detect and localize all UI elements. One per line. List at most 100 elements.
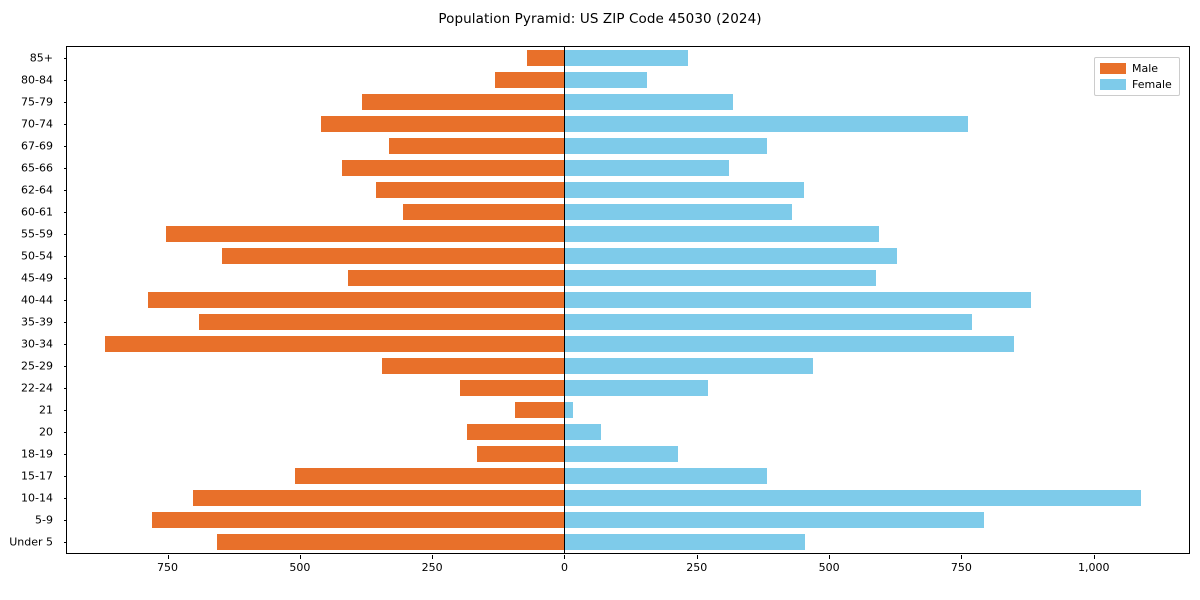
bar-male[interactable] — [199, 314, 565, 330]
bar-male[interactable] — [217, 534, 565, 550]
bar-female[interactable] — [564, 490, 1142, 506]
y-axis-tick-mark — [63, 234, 67, 235]
bar-male[interactable] — [514, 402, 565, 418]
legend-entry[interactable]: Female — [1100, 78, 1172, 91]
bar-male[interactable] — [476, 446, 565, 462]
y-axis-tick-label: 22-24 — [21, 381, 53, 395]
bar-row — [67, 380, 1189, 396]
legend-label: Female — [1132, 78, 1172, 91]
bar-male[interactable] — [221, 248, 565, 264]
bar-female[interactable] — [564, 534, 806, 550]
bar-row — [67, 248, 1189, 264]
bar-male[interactable] — [494, 72, 565, 88]
bar-female[interactable] — [564, 402, 574, 418]
bar-female[interactable] — [564, 270, 876, 286]
bar-female[interactable] — [564, 380, 709, 396]
bar-female[interactable] — [564, 116, 969, 132]
x-axis-tick-label: 250 — [421, 561, 443, 574]
bar-female[interactable] — [564, 182, 805, 198]
bar-female[interactable] — [564, 512, 984, 528]
y-axis-tick-mark — [63, 256, 67, 257]
bar-female[interactable] — [564, 50, 688, 66]
bar-male[interactable] — [147, 292, 565, 308]
bar-female[interactable] — [564, 424, 601, 440]
y-axis-tick-mark — [63, 344, 67, 345]
x-axis-tick-label: 750 — [157, 561, 179, 574]
bar-male[interactable] — [342, 160, 565, 176]
bar-row — [67, 314, 1189, 330]
bar-female[interactable] — [564, 138, 768, 154]
y-axis-tick-label: 30-34 — [21, 337, 53, 351]
bar-male[interactable] — [347, 270, 565, 286]
bar-female[interactable] — [564, 248, 897, 264]
y-axis-tick-label: 25-29 — [21, 359, 53, 373]
bar-male[interactable] — [376, 182, 565, 198]
bar-male[interactable] — [403, 204, 565, 220]
y-axis-tick-label: 45-49 — [21, 271, 53, 285]
legend-label: Male — [1132, 62, 1159, 75]
bar-row — [67, 226, 1189, 242]
y-axis-tick-mark — [63, 58, 67, 59]
bar-row — [67, 402, 1189, 418]
bar-male[interactable] — [466, 424, 565, 440]
y-axis-tick-mark — [63, 476, 67, 477]
bar-row — [67, 336, 1189, 352]
bar-female[interactable] — [564, 446, 679, 462]
y-axis-tick-mark — [63, 520, 67, 521]
bar-male[interactable] — [105, 336, 565, 352]
x-axis-tick-mark — [1093, 555, 1095, 559]
y-axis-tick-label: 5-9 — [35, 513, 53, 527]
legend-swatch-male — [1100, 63, 1126, 74]
bar-female[interactable] — [564, 292, 1032, 308]
x-axis-tick-mark — [299, 555, 301, 559]
bar-male[interactable] — [321, 116, 565, 132]
y-axis-tick-label: 62-64 — [21, 183, 53, 197]
bar-male[interactable] — [362, 94, 565, 110]
bar-row — [67, 160, 1189, 176]
bar-female[interactable] — [564, 468, 767, 484]
y-axis-tick-mark — [63, 300, 67, 301]
bar-male[interactable] — [166, 226, 565, 242]
x-axis-tick-mark — [432, 555, 434, 559]
x-axis-tick-label: 500 — [289, 561, 311, 574]
bar-male[interactable] — [294, 468, 565, 484]
x-axis-tick-label: 500 — [818, 561, 840, 574]
y-axis-tick-mark — [63, 322, 67, 323]
y-axis-tick-mark — [63, 278, 67, 279]
bar-row — [67, 50, 1189, 66]
bar-male[interactable] — [382, 358, 565, 374]
bar-row — [67, 424, 1189, 440]
y-axis-tick-label: 20 — [39, 425, 53, 439]
plot-area: 85+ 80-84 75-79 70-74 67-69 65-66 62-64 60-61 55… — [9, 46, 1190, 574]
y-axis-tick-mark — [63, 498, 67, 499]
bar-female[interactable] — [564, 160, 730, 176]
y-axis-tick-mark — [63, 454, 67, 455]
y-axis-tick-label: Under 5 — [9, 535, 53, 549]
bar-female[interactable] — [564, 336, 1015, 352]
y-axis-tick-mark — [63, 146, 67, 147]
bar-female[interactable] — [564, 72, 648, 88]
legend-entry[interactable]: Male — [1100, 62, 1172, 75]
bar-male[interactable] — [460, 380, 565, 396]
bar-row — [67, 446, 1189, 462]
y-axis-tick-label: 80-84 — [21, 73, 53, 87]
bar-male[interactable] — [192, 490, 565, 506]
x-axis-tick-label: 750 — [950, 561, 972, 574]
x-axis-tick-mark — [167, 555, 169, 559]
y-axis-tick-mark — [63, 168, 67, 169]
bar-male[interactable] — [389, 138, 565, 154]
y-axis-tick-mark — [63, 124, 67, 125]
y-axis-tick-mark — [63, 432, 67, 433]
y-axis-tick-label: 50-54 — [21, 249, 53, 263]
bar-female[interactable] — [564, 204, 793, 220]
bar-row — [67, 534, 1189, 550]
bar-male[interactable] — [151, 512, 565, 528]
bar-female[interactable] — [564, 226, 880, 242]
bar-female[interactable] — [564, 94, 733, 110]
chart-legend: Male Female — [1094, 57, 1180, 96]
bar-row — [67, 72, 1189, 88]
bar-male[interactable] — [526, 50, 565, 66]
bar-female[interactable] — [564, 358, 814, 374]
bar-female[interactable] — [564, 314, 972, 330]
